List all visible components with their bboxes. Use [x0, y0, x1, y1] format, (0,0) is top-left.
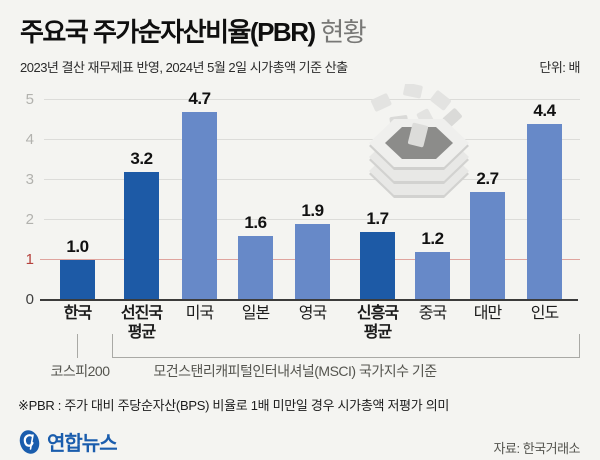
x-axis-category-label: 신흥국 평균: [356, 305, 399, 341]
x-axis-category-label: 한국: [63, 305, 92, 322]
bar-value-label: 4.4: [533, 101, 556, 120]
x-axis-category-label: 선진국 평균: [120, 305, 163, 341]
money-box-illustration: [369, 84, 469, 198]
chart-subtitle: 2023년 결산 재무제표 반영, 2024년 5월 2일 시가총액 기준 산출: [20, 60, 348, 75]
bar-value-label: 4.7: [188, 89, 211, 108]
unit-label: 단위: 배: [539, 60, 580, 75]
bar-value-label: 1.7: [366, 209, 389, 228]
y-axis-tick-label: 3: [25, 171, 34, 188]
msci-group-bracket: [112, 334, 580, 358]
yonhap-logo-text: 연합뉴스: [47, 433, 118, 455]
gridline: [44, 139, 580, 140]
gridline: [44, 99, 580, 100]
kospi-group-label: 코스피200: [50, 363, 111, 379]
bar-value-label: 1.0: [66, 237, 89, 256]
bar-5: [360, 232, 395, 300]
gridline: [44, 219, 580, 220]
page-title: 주요국 주가순자산비율(PBR) 현황: [20, 12, 586, 49]
bar-value-label: 1.2: [421, 229, 444, 248]
y-axis-tick-label: 2: [25, 211, 34, 228]
bar-4: [295, 224, 330, 300]
subtitle-row: 2023년 결산 재무제표 반영, 2024년 5월 2일 시가총액 기준 산출…: [20, 57, 580, 76]
bar-6: [415, 252, 450, 300]
bar-7: [470, 192, 505, 300]
x-axis-category-label: 일본: [241, 305, 270, 322]
yonhap-logo: 연합뉴스: [16, 427, 118, 456]
x-axis-line: [40, 299, 578, 301]
y-axis-tick-label: 4: [25, 131, 34, 148]
source-credit: 자료: 한국거래소: [493, 441, 581, 456]
y-axis-tick-label: 1: [25, 251, 34, 268]
kospi-group-tick: [77, 334, 78, 358]
x-axis-category-label: 인도: [530, 305, 559, 322]
bar-value-label: 3.2: [130, 149, 153, 168]
x-axis-category-label: 미국: [185, 305, 214, 322]
x-axis-category-label: 중국: [418, 305, 447, 322]
bar-value-label: 1.6: [244, 213, 267, 232]
bar-2: [182, 112, 217, 300]
gridline: [44, 179, 580, 180]
page-title-main: 주요국 주가순자산비율(PBR): [20, 17, 316, 47]
y-axis-tick-label: 5: [25, 91, 34, 108]
pbr-footnote: ※PBR : 주가 대비 주당순자산(BPS) 비율로 1배 미만일 경우 시가…: [18, 398, 450, 413]
msci-group-label: 모건스탠리캐피털인터내셔널(MSCI) 국가지수 기준: [153, 363, 437, 379]
bar-chart-plot-area: 0 1 2 3 4 5 1.0 한국 3.2 선진국 평균 4.7 미국 1.6 일본 1.9 영국 1.7 신흥…: [26, 84, 580, 341]
bar-8: [527, 124, 562, 300]
bar-3: [238, 236, 273, 300]
yonhap-logo-icon: [19, 430, 40, 454]
bar-value-label: 1.9: [301, 201, 324, 220]
bar-1: [124, 172, 159, 300]
page-title-suffix: 현황: [314, 17, 366, 47]
x-axis-category-label: 대만: [473, 305, 502, 322]
bar-0: [60, 260, 95, 300]
y-axis-tick-label: 0: [25, 291, 34, 308]
bar-value-label: 2.7: [476, 169, 499, 188]
x-axis-category-label: 영국: [298, 305, 327, 322]
